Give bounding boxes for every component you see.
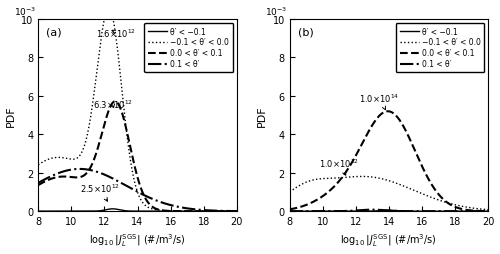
0.1 < θ′ <box>378 209 384 212</box>
0.1 < θ′ <box>76 168 82 171</box>
Line: 0.1 < θ′: 0.1 < θ′ <box>290 210 488 211</box>
−0.1 < θ′ < 0.0 <box>132 182 138 185</box>
θ′ < −0.1 <box>386 209 392 212</box>
Text: (b): (b) <box>298 27 314 37</box>
0.0 < θ′ < 0.1 <box>486 210 492 213</box>
0.0 < θ′ < 0.1 <box>192 210 198 213</box>
0.1 < θ′ <box>192 208 198 211</box>
0.1 < θ′ <box>286 210 292 213</box>
−0.1 < θ′ < 0.0 <box>443 201 449 204</box>
−0.1 < θ′ < 0.0 <box>228 210 234 213</box>
θ′ < −0.1 <box>126 210 132 213</box>
0.0 < θ′ < 0.1 <box>132 166 138 169</box>
θ′ < −0.1 <box>480 210 486 213</box>
θ′ < −0.1 <box>228 210 234 213</box>
0.0 < θ′ < 0.1 <box>480 210 486 213</box>
0.1 < θ′ <box>480 210 486 213</box>
−0.1 < θ′ < 0.0 <box>359 175 365 178</box>
θ′ < −0.1 <box>110 208 116 211</box>
Text: 1.6×10$^{12}$: 1.6×10$^{12}$ <box>96 27 136 39</box>
θ′ < −0.1 <box>286 210 292 213</box>
θ′ < −0.1 <box>234 210 240 213</box>
−0.1 < θ′ < 0.0 <box>192 210 198 213</box>
X-axis label: $\log_{10}\left|J_L^{\rm SGS}\right|$ (#/m$^3$/s): $\log_{10}\left|J_L^{\rm SGS}\right|$ (#… <box>340 232 438 248</box>
Line: 0.0 < θ′ < 0.1: 0.0 < θ′ < 0.1 <box>38 102 237 211</box>
−0.1 < θ′ < 0.0 <box>228 210 234 213</box>
Line: 0.1 < θ′: 0.1 < θ′ <box>38 169 237 211</box>
Text: (a): (a) <box>46 27 62 37</box>
−0.1 < θ′ < 0.0 <box>106 8 112 11</box>
0.0 < θ′ < 0.1 <box>46 179 52 182</box>
0.1 < θ′ <box>384 209 390 212</box>
Text: 1.0×10$^{14}$: 1.0×10$^{14}$ <box>359 92 400 110</box>
0.1 < θ′ <box>443 210 449 213</box>
−0.1 < θ′ < 0.0 <box>480 208 486 211</box>
−0.1 < θ′ < 0.0 <box>126 154 132 157</box>
θ′ < −0.1 <box>132 210 138 213</box>
0.0 < θ′ < 0.1 <box>112 101 118 104</box>
Text: 1.0×10$^{12}$: 1.0×10$^{12}$ <box>320 157 360 176</box>
−0.1 < θ′ < 0.0 <box>234 210 240 213</box>
−0.1 < θ′ < 0.0 <box>486 208 492 211</box>
Text: 6.3×10$^{12}$: 6.3×10$^{12}$ <box>93 98 133 110</box>
0.1 < θ′ <box>126 186 132 189</box>
Legend: θ′ < −0.1, −0.1 < θ′ < 0.0, 0.0 < θ′ < 0.1, 0.1 < θ′: θ′ < −0.1, −0.1 < θ′ < 0.0, 0.0 < θ′ < 0… <box>144 24 233 73</box>
0.1 < θ′ <box>46 176 52 179</box>
−0.1 < θ′ < 0.0 <box>296 184 302 187</box>
0.0 < θ′ < 0.1 <box>378 113 384 116</box>
Text: $10^{-3}$: $10^{-3}$ <box>14 6 36 18</box>
0.0 < θ′ < 0.1 <box>296 206 302 209</box>
0.1 < θ′ <box>228 210 234 213</box>
Text: $10^{-3}$: $10^{-3}$ <box>266 6 287 18</box>
0.1 < θ′ <box>486 210 492 213</box>
θ′ < −0.1 <box>378 209 384 212</box>
θ′ < −0.1 <box>296 210 302 213</box>
−0.1 < θ′ < 0.0 <box>286 190 292 194</box>
0.0 < θ′ < 0.1 <box>480 210 486 213</box>
0.0 < θ′ < 0.1 <box>385 110 391 113</box>
0.1 < θ′ <box>480 210 486 213</box>
−0.1 < θ′ < 0.0 <box>46 158 52 161</box>
0.1 < θ′ <box>228 210 234 213</box>
0.0 < θ′ < 0.1 <box>234 210 240 213</box>
θ′ < −0.1 <box>443 210 449 213</box>
Line: θ′ < −0.1: θ′ < −0.1 <box>38 209 237 211</box>
θ′ < −0.1 <box>46 210 52 213</box>
0.1 < θ′ <box>370 208 376 211</box>
0.0 < θ′ < 0.1 <box>286 208 292 211</box>
−0.1 < θ′ < 0.0 <box>384 179 390 182</box>
θ′ < −0.1 <box>480 210 486 213</box>
−0.1 < θ′ < 0.0 <box>480 208 486 211</box>
0.1 < θ′ <box>296 210 302 213</box>
0.1 < θ′ <box>35 182 41 185</box>
Text: 2.5×10$^{12}$: 2.5×10$^{12}$ <box>80 182 120 201</box>
θ′ < −0.1 <box>383 209 389 212</box>
0.0 < θ′ < 0.1 <box>126 143 132 146</box>
−0.1 < θ′ < 0.0 <box>378 177 384 180</box>
0.0 < θ′ < 0.1 <box>443 200 449 203</box>
X-axis label: $\log_{10}\left|J_L^{\rm SGS}\right|$ (#/m$^3$/s): $\log_{10}\left|J_L^{\rm SGS}\right|$ (#… <box>89 232 186 248</box>
0.1 < θ′ <box>132 189 138 192</box>
0.0 < θ′ < 0.1 <box>228 210 234 213</box>
0.1 < θ′ <box>234 210 240 213</box>
Y-axis label: PDF: PDF <box>257 105 267 126</box>
Line: 0.0 < θ′ < 0.1: 0.0 < θ′ < 0.1 <box>290 112 488 211</box>
Line: −0.1 < θ′ < 0.0: −0.1 < θ′ < 0.0 <box>290 177 488 210</box>
Legend: θ′ < −0.1, −0.1 < θ′ < 0.0, 0.0 < θ′ < 0.1, 0.1 < θ′: θ′ < −0.1, −0.1 < θ′ < 0.0, 0.0 < θ′ < 0… <box>396 24 484 73</box>
0.0 < θ′ < 0.1 <box>383 110 389 114</box>
Y-axis label: PDF: PDF <box>6 105 16 126</box>
0.0 < θ′ < 0.1 <box>35 184 41 187</box>
θ′ < −0.1 <box>35 210 41 213</box>
Line: θ′ < −0.1: θ′ < −0.1 <box>290 210 488 211</box>
−0.1 < θ′ < 0.0 <box>35 164 41 167</box>
θ′ < −0.1 <box>486 210 492 213</box>
θ′ < −0.1 <box>228 210 234 213</box>
θ′ < −0.1 <box>192 210 198 213</box>
Line: −0.1 < θ′ < 0.0: −0.1 < θ′ < 0.0 <box>38 9 237 211</box>
0.0 < θ′ < 0.1 <box>228 210 234 213</box>
